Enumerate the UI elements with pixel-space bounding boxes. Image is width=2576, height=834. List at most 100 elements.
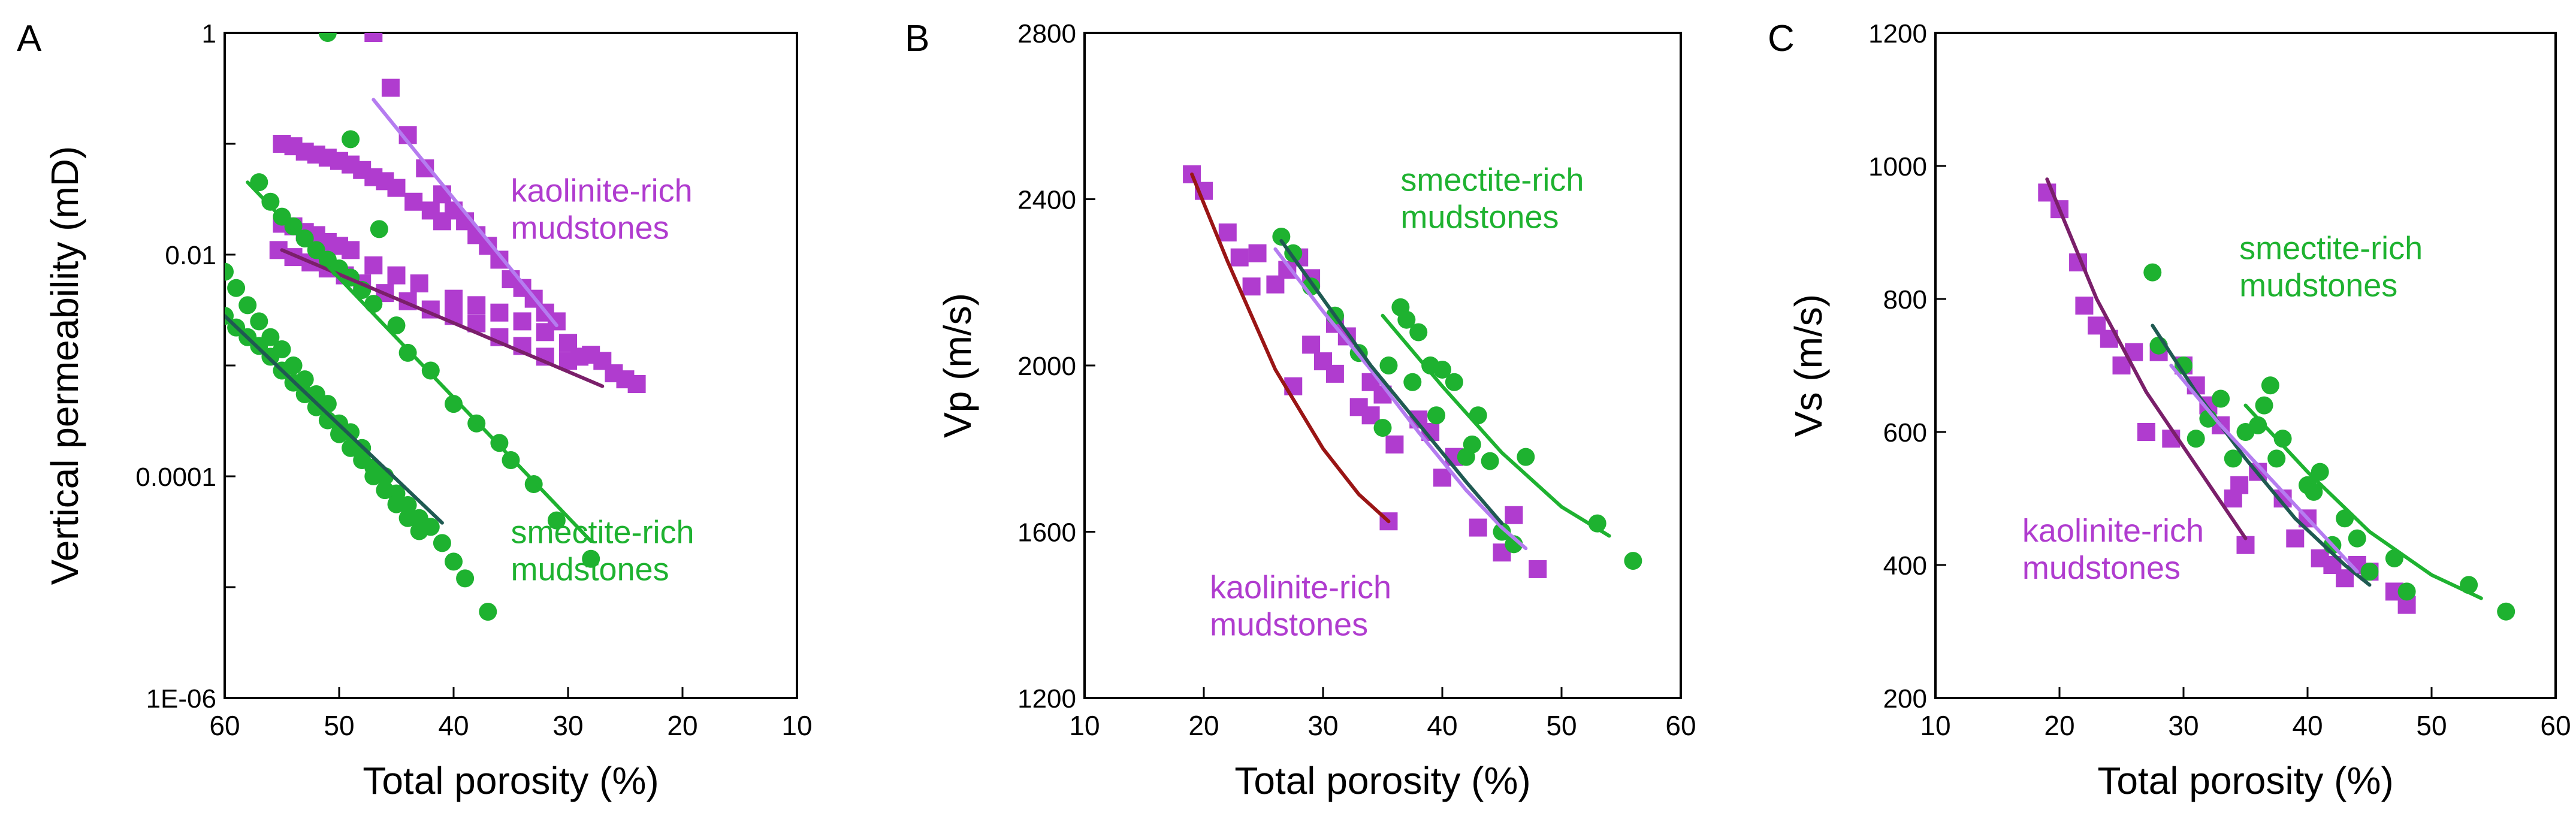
x-tick-label: 20 xyxy=(1188,710,1219,741)
data-point-circle xyxy=(387,495,406,513)
fit-line xyxy=(2045,177,2248,540)
data-point-circle xyxy=(307,398,325,416)
data-layer xyxy=(225,33,646,621)
y-tick-label: 0.01 xyxy=(165,241,216,270)
annotation-line: mudstones xyxy=(1210,607,1368,643)
y-tick-label: 2400 xyxy=(1017,186,1076,215)
data-point-circle xyxy=(227,279,246,297)
annotation: kaolinite-rich mudstones xyxy=(511,173,693,246)
data-point-circle xyxy=(284,217,303,235)
data-point-square xyxy=(445,289,463,308)
annotation: kaolinite-rich mudstones xyxy=(1210,570,1391,643)
x-tick-label: 40 xyxy=(438,710,469,741)
x-tick-label: 50 xyxy=(1546,710,1577,741)
data-point-circle xyxy=(1493,522,1511,541)
data-point-square xyxy=(2137,423,2155,441)
y-axis-label: Vs (m/s) xyxy=(1787,294,1830,437)
data-point-circle xyxy=(342,439,360,457)
y-axis-label: Vertical permeability (mD) xyxy=(43,146,86,585)
y-tick-label: 1600 xyxy=(1017,518,1076,548)
chart-panel-c: C 10 20 30 40 50 60 200 400 600 800 1000 1200 Total p… xyxy=(1768,18,2571,802)
data-point-circle xyxy=(1624,552,1642,570)
data-point-circle xyxy=(2267,449,2286,468)
data-point-circle xyxy=(456,569,475,588)
data-point-circle xyxy=(445,395,463,413)
fit-line xyxy=(246,180,593,543)
x-tick-label: 40 xyxy=(2292,710,2323,741)
y-axis-label: Vp (m/s) xyxy=(936,293,979,438)
data-point-circle xyxy=(479,603,497,621)
data-point-circle xyxy=(370,220,388,238)
data-point-square xyxy=(536,323,554,342)
x-tick-label: 10 xyxy=(781,710,812,741)
data-point-circle xyxy=(1433,360,1451,379)
data-point-square xyxy=(2286,529,2305,548)
y-tick-label: 600 xyxy=(1883,418,1927,448)
data-point-square xyxy=(410,274,428,293)
data-layer xyxy=(1183,165,1642,578)
y-tick-label: 1 xyxy=(202,19,216,49)
annotation-line: mudstones xyxy=(511,551,669,587)
x-tick-label: 60 xyxy=(2540,710,2571,741)
data-point-circle xyxy=(261,348,280,366)
data-point-circle xyxy=(2255,396,2273,415)
plot-frame xyxy=(1934,32,2557,699)
data-point-circle xyxy=(1445,373,1463,391)
data-point-square xyxy=(387,179,406,197)
x-tick-label: 60 xyxy=(209,710,240,741)
y-tick-label: 800 xyxy=(1883,285,1927,315)
x-tick-label: 30 xyxy=(552,710,583,741)
x-tick-label: 20 xyxy=(2044,710,2074,741)
data-point-circle xyxy=(547,511,566,530)
data-point-circle xyxy=(238,296,257,315)
data-point-circle xyxy=(2397,582,2416,601)
data-point-circle xyxy=(2175,356,2193,374)
fit-line xyxy=(225,314,444,525)
data-point-circle xyxy=(2311,463,2329,481)
data-point-square xyxy=(364,33,383,42)
data-point-circle xyxy=(342,130,360,149)
data-point-circle xyxy=(2305,482,2323,501)
fit-line xyxy=(2243,403,2483,600)
fit-line xyxy=(372,98,558,328)
data-point-square xyxy=(1302,336,1321,354)
data-point-circle xyxy=(2143,263,2162,282)
x-axis-label: Total porosity (%) xyxy=(1234,759,1530,802)
data-point-square xyxy=(627,374,646,393)
data-point-circle xyxy=(318,33,337,42)
data-point-circle xyxy=(1481,452,1499,470)
x-tick-label: 30 xyxy=(2168,710,2198,741)
data-point-circle xyxy=(364,467,383,485)
data-point-circle xyxy=(2187,430,2205,448)
data-point-circle xyxy=(295,229,314,247)
y-tick-label: 400 xyxy=(1883,551,1927,581)
x-axis-label: Total porosity (%) xyxy=(2097,759,2393,802)
data-point-square xyxy=(1242,277,1261,296)
x-tick-label: 40 xyxy=(1427,710,1457,741)
data-point-circle xyxy=(1403,373,1422,391)
fit-line xyxy=(1190,172,1391,524)
fit-line xyxy=(2151,324,2372,587)
data-point-circle xyxy=(225,262,234,281)
data-point-square xyxy=(2230,476,2249,494)
x-tick-label: 50 xyxy=(2416,710,2447,741)
data-point-circle xyxy=(1397,310,1416,329)
annotation-line: mudstones xyxy=(2022,550,2181,586)
data-point-square xyxy=(342,241,360,259)
data-point-circle xyxy=(2249,416,2267,434)
y-tick-label: 0.0001 xyxy=(135,463,216,492)
data-point-circle xyxy=(421,361,440,380)
data-point-square xyxy=(387,266,406,285)
data-point-circle xyxy=(1427,406,1446,425)
data-point-circle xyxy=(330,425,348,443)
annotation-line: smectite-rich xyxy=(511,514,694,550)
data-point-circle xyxy=(376,481,394,500)
data-point-circle xyxy=(2497,602,2515,621)
data-point-circle xyxy=(2261,376,2279,395)
data-point-circle xyxy=(1463,435,1481,454)
data-point-square xyxy=(1385,435,1404,454)
y-tick-label: 1200 xyxy=(1017,684,1076,714)
panel-label: C xyxy=(1768,18,1795,59)
data-point-circle xyxy=(364,295,383,313)
